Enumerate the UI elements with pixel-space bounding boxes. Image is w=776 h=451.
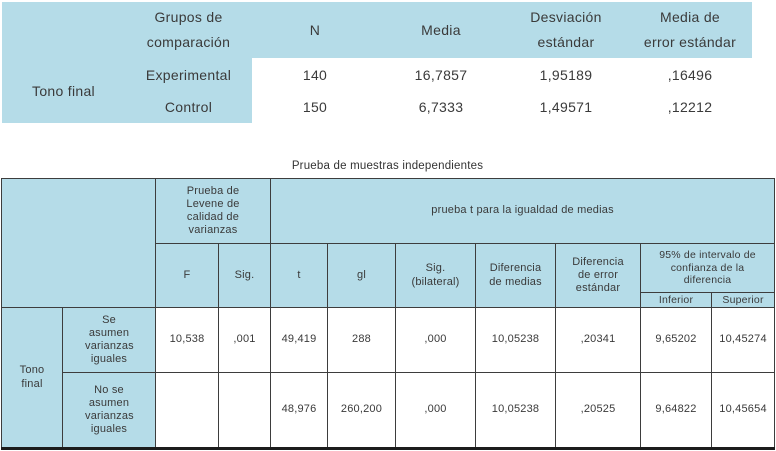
cell-sig-bilateral: ,000 bbox=[395, 307, 476, 373]
row-label-no-se-asumen: No se asumen varianzas iguales bbox=[62, 372, 156, 449]
cell-group: Control bbox=[125, 91, 252, 123]
col-header-inferior: Inferior bbox=[640, 292, 712, 308]
col-header-desviacion: Desviación estándar bbox=[504, 2, 628, 58]
cell-sd: 1,95189 bbox=[539, 66, 593, 83]
col-header-n: N bbox=[252, 2, 378, 58]
data-row-unequal-variances: No se asumen varianzas iguales 48,976 26… bbox=[2, 372, 776, 449]
corner-cell bbox=[2, 2, 125, 58]
cell-t: 48,976 bbox=[270, 372, 328, 449]
cell-inferior: 9,65202 bbox=[640, 307, 712, 373]
data-row-control: Control 150 6,7333 1,49571 ,12212 bbox=[2, 91, 752, 123]
col-header-ci95: 95% de intervalo de confianza de la dife… bbox=[639, 243, 776, 293]
header-levene: Prueba de Levene de calidad de varianzas bbox=[155, 178, 271, 244]
data-row-experimental: Tono final Experimental 140 16,7857 1,95… bbox=[2, 58, 752, 123]
col-header-grupos: Grupos de comparación bbox=[125, 2, 252, 58]
cell-dif-medias: 10,05238 bbox=[475, 372, 556, 449]
cell-t: 49,419 bbox=[270, 307, 328, 373]
col-header-gl: gl bbox=[327, 243, 396, 308]
col-header-error-estandar: Media de error estándar bbox=[628, 2, 752, 58]
cell-group: Experimental bbox=[125, 58, 252, 91]
cell-media: 6,7333 bbox=[418, 99, 464, 115]
cell-dif-medias: 10,05238 bbox=[475, 307, 556, 373]
cell-n: 140 bbox=[302, 66, 328, 83]
cell-sem: ,16496 bbox=[667, 66, 713, 83]
row-label-tono-final: Tono final bbox=[2, 58, 125, 123]
data-row-equal-variances: Tono final Se asumen varianzas iguales 1… bbox=[1, 307, 776, 449]
cell-sig bbox=[218, 372, 271, 449]
row-label-se-asumen: Se asumen varianzas iguales bbox=[62, 307, 156, 373]
cell-f bbox=[155, 372, 219, 449]
col-header-sig: Sig. bbox=[218, 243, 271, 308]
cell-dif-error: ,20341 bbox=[555, 307, 641, 373]
cell-superior: 10,45654 bbox=[710, 372, 776, 449]
col-header-f: F bbox=[155, 243, 219, 308]
col-header-media: Media bbox=[378, 2, 504, 58]
cell-sd: 1,49571 bbox=[539, 99, 593, 115]
col-header-sig-bilateral: Sig. (bilateral) bbox=[395, 243, 476, 308]
cell-inferior: 9,64822 bbox=[640, 372, 712, 449]
cell-f: 10,538 bbox=[155, 307, 219, 373]
header-ttest: prueba t para la igualdad de medias bbox=[269, 178, 776, 244]
cell-n: 150 bbox=[302, 99, 328, 115]
cell-superior: 10,45274 bbox=[710, 307, 776, 373]
row-label-tono-final: Tono final bbox=[1, 307, 63, 449]
cell-gl: 288 bbox=[327, 307, 396, 373]
independent-samples-table: Prueba de Levene de calidad de varianzas… bbox=[1, 178, 776, 450]
col-header-dif-medias: Diferencia de medias bbox=[475, 243, 556, 308]
col-header-dif-error: Diferencia de error estándar bbox=[555, 243, 641, 308]
cell-sem: ,12212 bbox=[667, 99, 713, 115]
corner-cell bbox=[1, 178, 156, 308]
cell-gl: 260,200 bbox=[327, 372, 396, 449]
header-row: Grupos de comparación N Media Desviación… bbox=[2, 2, 752, 58]
cell-media: 16,7857 bbox=[414, 66, 468, 83]
col-header-superior: Superior bbox=[710, 292, 776, 308]
table-title: Prueba de muestras independientes bbox=[291, 160, 484, 172]
cell-dif-error: ,20525 bbox=[555, 372, 641, 449]
cell-sig: ,001 bbox=[218, 307, 271, 373]
col-header-t: t bbox=[270, 243, 328, 308]
group-statistics-table: Grupos de comparación N Media Desviación… bbox=[2, 2, 752, 123]
header-row-top: Prueba de Levene de calidad de varianzas… bbox=[1, 178, 776, 308]
cell-sig-bilateral: ,000 bbox=[395, 372, 476, 449]
